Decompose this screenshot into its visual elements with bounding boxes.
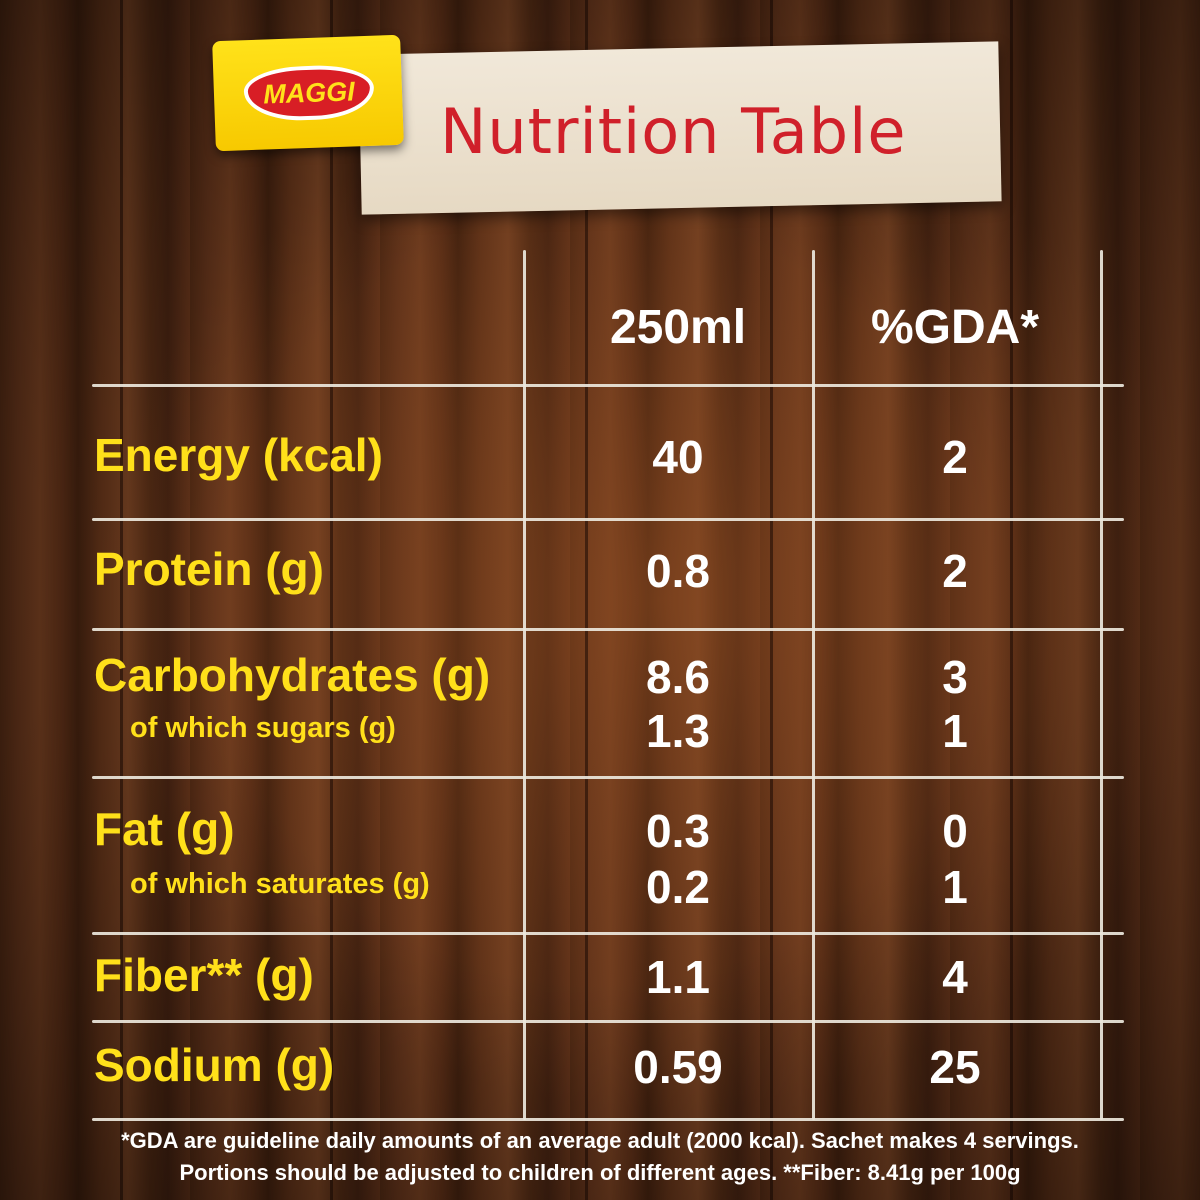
value-sugars-amount: 1.3	[646, 705, 710, 757]
maggi-logo: MAGGI	[212, 34, 404, 152]
row-label-sodium: Sodium (g)	[94, 1039, 335, 1091]
value-carbohydrates-amount: 8.6	[646, 651, 710, 703]
row-label-fiber: Fiber** (g)	[94, 949, 314, 1001]
value-fiber-amount: 1.1	[646, 951, 710, 1003]
table-row-divider	[92, 1020, 1124, 1023]
value-saturates-amount: 0.2	[646, 861, 710, 913]
wood-board-seam	[1010, 0, 1013, 1200]
table-row-divider	[92, 932, 1124, 935]
table-row-divider	[92, 1118, 1124, 1121]
table-row-divider	[92, 776, 1124, 779]
footnote-portions: Portions should be adjusted to children …	[179, 1160, 1021, 1185]
table-row-divider	[92, 384, 1124, 387]
table-row-divider	[92, 628, 1124, 631]
value-energy-amount: 40	[652, 431, 704, 483]
row-label-sugars: of which sugars (g)	[130, 712, 396, 744]
value-sodium-amount: 0.59	[633, 1041, 723, 1093]
value-sugars-gda: 1	[942, 705, 968, 757]
wood-board-seam	[330, 0, 333, 1200]
value-protein-gda: 2	[942, 545, 968, 597]
value-fat-gda: 0	[942, 805, 968, 857]
value-fat-amount: 0.3	[646, 805, 710, 857]
logo-badge: MAGGI	[243, 63, 375, 123]
table-column-divider	[523, 250, 526, 1120]
row-label-fat: Fat (g)	[94, 803, 235, 855]
wood-board-seam	[120, 0, 123, 1200]
value-sodium-gda: 25	[929, 1041, 981, 1093]
footnote-gda: *GDA are guideline daily amounts of an a…	[121, 1128, 1079, 1153]
value-protein-amount: 0.8	[646, 545, 710, 597]
page-title: Nutrition Table	[440, 95, 907, 168]
value-energy-gda: 2	[942, 431, 968, 483]
row-label-carbohydrates: Carbohydrates (g)	[94, 649, 491, 701]
value-fiber-gda: 4	[942, 951, 968, 1003]
row-label-energy: Energy (kcal)	[94, 429, 383, 481]
value-carbohydrates-gda: 3	[942, 651, 968, 703]
wood-board-seam	[585, 0, 588, 1200]
logo-text: MAGGI	[262, 76, 356, 110]
column-header-amount: 250ml	[609, 301, 747, 354]
wood-board-seam	[770, 0, 773, 1200]
row-label-saturates: of which saturates (g)	[130, 868, 430, 900]
column-header-gda: %GDA*	[870, 301, 1040, 354]
value-saturates-gda: 1	[942, 861, 968, 913]
row-label-protein: Protein (g)	[94, 543, 324, 595]
table-row-divider	[92, 518, 1124, 521]
table-column-divider	[1100, 250, 1103, 1120]
table-column-divider	[812, 250, 815, 1120]
